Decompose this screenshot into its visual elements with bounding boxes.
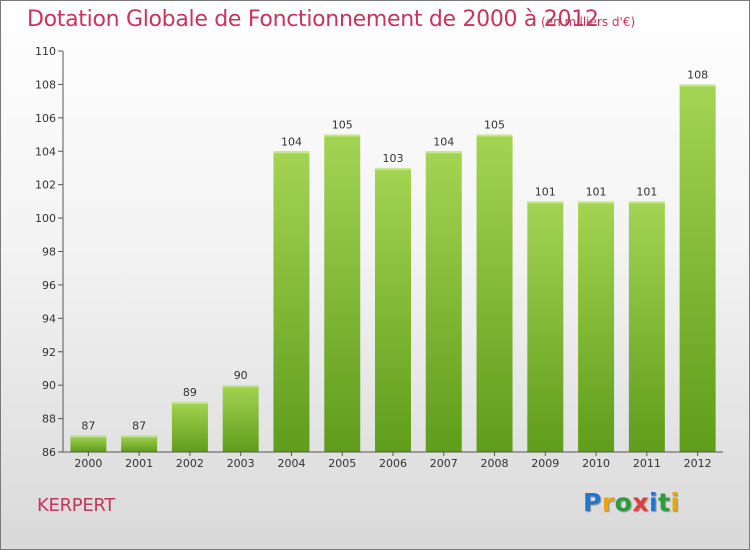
x-axis: 2000 2001 2002 2003 2004 2005 2006 2007 2008 2009… — [63, 451, 723, 470]
x-tick-label-2011: 2011 — [633, 457, 661, 470]
y-tick-label: 90 — [42, 379, 56, 392]
value-label-2008: 105 — [484, 119, 505, 132]
bar-top-highlight — [375, 167, 411, 170]
bar-top-highlight — [425, 151, 462, 154]
bar-2012 — [679, 84, 716, 453]
y-tick-label: 100 — [35, 212, 56, 225]
bar-top-highlight — [273, 151, 310, 154]
logo-letter: x — [632, 488, 649, 517]
y-axis: 86 88 90 92 94 96 98 100 102 104 106 108 110 — [35, 45, 64, 459]
x-tick-label-2010: 2010 — [582, 457, 610, 470]
value-label-2009: 101 — [535, 185, 556, 198]
x-tick-label-2006: 2006 — [379, 457, 407, 470]
y-tick-label: 110 — [35, 45, 56, 58]
logo-letter: P — [583, 488, 602, 517]
value-label-2004: 104 — [281, 135, 302, 148]
value-labels: 87 87 89 90 104 105 103 104 105 101 101 101 108 — [81, 68, 708, 432]
value-label-2012: 108 — [687, 68, 708, 81]
bar-2000 — [70, 435, 107, 452]
x-tick-label-2000: 2000 — [74, 457, 102, 470]
value-label-2007: 104 — [433, 135, 454, 148]
logo-letter: o — [614, 488, 633, 517]
y-tick-label: 96 — [42, 279, 56, 292]
commune-name: KERPERT — [37, 495, 116, 516]
bar-2004 — [273, 151, 310, 452]
bar-top-highlight — [70, 435, 107, 438]
bar-2002 — [171, 401, 208, 452]
bar-top-highlight — [121, 435, 158, 438]
y-tick-label: 86 — [42, 446, 56, 459]
logo-letter: i — [670, 488, 680, 517]
y-tick-label: 92 — [42, 346, 56, 359]
proxiti-logo[interactable]: Proxiti — [583, 488, 680, 517]
value-label-2003: 90 — [234, 369, 248, 382]
y-tick-label: 106 — [35, 112, 56, 125]
y-tick-label: 88 — [42, 413, 56, 426]
bar-2005 — [324, 134, 361, 452]
x-tick-label-2004: 2004 — [277, 457, 305, 470]
logo-letter: i — [649, 488, 659, 517]
bar-top-highlight — [476, 134, 513, 137]
value-label-2000: 87 — [81, 419, 95, 432]
y-tick-label: 104 — [35, 145, 56, 158]
bar-top-highlight — [679, 84, 716, 87]
x-tick-label-2007: 2007 — [430, 457, 458, 470]
bar-2011 — [628, 201, 665, 452]
y-tick-label: 98 — [42, 246, 56, 259]
bar-top-highlight — [324, 134, 361, 137]
y-tick-label: 108 — [35, 78, 56, 91]
value-label-2010: 101 — [586, 185, 607, 198]
bar-top-highlight — [222, 385, 259, 388]
chart-subtitle: (en milliers d'€) — [541, 15, 636, 29]
value-label-2011: 101 — [636, 185, 657, 198]
x-tick-label-2001: 2001 — [125, 457, 153, 470]
x-tick-label-2008: 2008 — [481, 457, 509, 470]
bars — [70, 84, 716, 453]
bar-2003 — [222, 385, 259, 452]
chart-title: Dotation Globale de Fonctionnement de 20… — [27, 7, 599, 32]
logo-letter: t — [658, 488, 671, 517]
bar-top-highlight — [171, 401, 208, 404]
x-tick-label-2012: 2012 — [684, 457, 712, 470]
value-label-2002: 89 — [183, 386, 197, 399]
x-tick-label-2002: 2002 — [176, 457, 204, 470]
bar-top-highlight — [628, 201, 665, 204]
y-tick-label: 102 — [35, 179, 56, 192]
logo-letter: r — [601, 488, 615, 517]
x-tick-label-2009: 2009 — [531, 457, 559, 470]
bar-2006 — [375, 167, 411, 453]
bar-2009 — [527, 201, 564, 452]
bar-2001 — [121, 435, 158, 452]
x-tick-label-2003: 2003 — [227, 457, 255, 470]
bar-2008 — [476, 134, 513, 452]
bar-top-highlight — [527, 201, 564, 204]
value-label-2006: 103 — [383, 152, 404, 165]
bar-2007 — [425, 151, 462, 452]
x-tick-label-2005: 2005 — [328, 457, 356, 470]
bar-top-highlight — [578, 201, 615, 204]
y-tick-label: 94 — [42, 312, 56, 325]
value-label-2001: 87 — [132, 419, 146, 432]
bar-2010 — [578, 201, 615, 452]
value-label-2005: 105 — [332, 119, 353, 132]
